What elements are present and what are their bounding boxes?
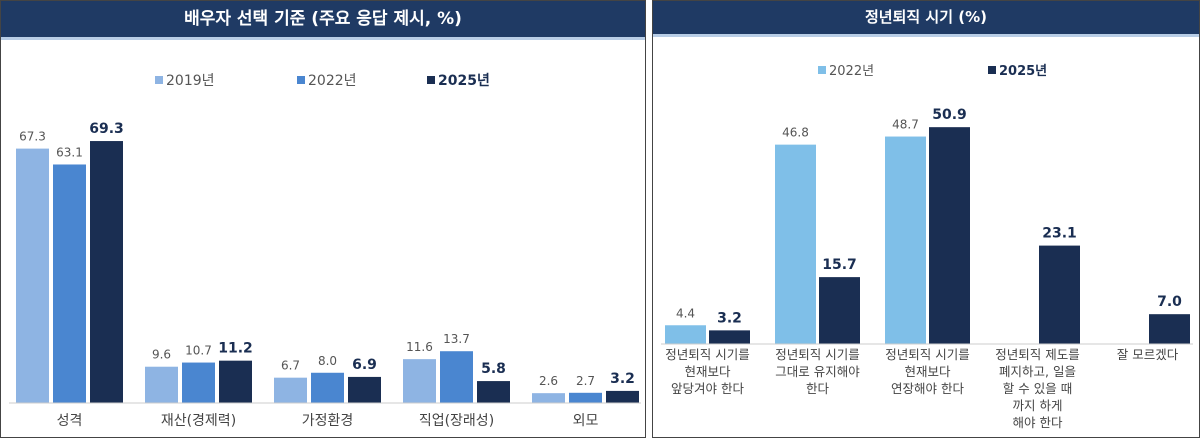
category-label: 연장해야 한다 <box>891 381 964 396</box>
category-label: 성격 <box>57 413 83 429</box>
data-label: 2.7 <box>576 374 595 388</box>
category-label: 해야 한다 <box>1013 415 1063 430</box>
bar-2025년 <box>90 141 123 403</box>
category-label: 한다 <box>806 381 830 396</box>
category-label: 까지 하게 <box>1013 398 1063 413</box>
data-label: 8.0 <box>318 354 337 368</box>
bar-2025년 <box>1039 245 1080 344</box>
category-label: 현재보다 <box>904 364 951 379</box>
bar-2025년 <box>606 390 639 403</box>
bar-2025년 <box>1149 314 1190 344</box>
chart-title: 정년퇴직 시기 (%) <box>653 1 1199 37</box>
legend-label: 2025년 <box>999 64 1047 79</box>
data-label: 10.7 <box>185 344 212 358</box>
data-label: 15.7 <box>822 257 857 273</box>
chart-spouse-criteria: 2019년 2022년 2025년 67.3 63.1 69.3 성격 9.6 10.7 11.2… <box>9 73 641 429</box>
bar-2025년 <box>219 360 252 403</box>
bar-2019년 <box>403 359 436 403</box>
data-label: 7.0 <box>1157 294 1182 310</box>
category-label: 정년퇴직 시기를 <box>775 347 859 362</box>
legend-swatch <box>818 66 826 74</box>
data-label: 3.2 <box>717 310 742 326</box>
category-label: 그대로 유지해야 <box>775 364 860 379</box>
category-label: 재산(경제력) <box>161 413 236 429</box>
data-label: 5.8 <box>481 361 506 377</box>
data-label: 3.2 <box>610 371 635 387</box>
data-label: 11.2 <box>218 341 253 357</box>
chart-panel-spouse-criteria: 배우자 선택 기준 (주요 응답 제시, %) 2019년 2022년 2025년 6… <box>0 0 646 438</box>
category-label: 폐지하고, 일을 <box>999 364 1076 379</box>
category-label: 직업(장래성) <box>419 413 494 429</box>
data-label: 48.7 <box>892 118 919 132</box>
bar-2022년 <box>440 351 473 403</box>
category-label: 정년퇴직 제도를 <box>995 347 1079 362</box>
chart-title: 배우자 선택 기준 (주요 응답 제시, %) <box>1 1 645 40</box>
bar-2025년 <box>348 376 381 403</box>
data-label: 6.7 <box>281 359 300 373</box>
category-label: 현재보다 <box>684 364 731 379</box>
data-label: 69.3 <box>89 121 124 137</box>
legend-swatch <box>988 66 996 74</box>
legend-swatch <box>297 76 305 84</box>
bar-2019년 <box>145 366 178 403</box>
data-label: 6.9 <box>352 357 377 373</box>
bar-2025년 <box>929 127 970 344</box>
bar-2025년 <box>477 381 510 403</box>
bar-2019년 <box>274 377 307 403</box>
data-label: 50.9 <box>932 107 967 123</box>
data-label: 2.6 <box>539 374 558 388</box>
legend-label: 2022년 <box>308 73 357 89</box>
data-label: 63.1 <box>56 145 83 159</box>
category-label: 외모 <box>573 413 599 429</box>
legend-label: 2025년 <box>438 73 490 89</box>
category-label: 정년퇴직 시기를 <box>665 347 749 362</box>
bar-2022년 <box>569 392 602 403</box>
bar-2025년 <box>709 330 750 344</box>
legend-swatch <box>427 76 435 84</box>
bar-2022년 <box>665 325 706 344</box>
data-label: 23.1 <box>1042 226 1077 242</box>
legend-label: 2019년 <box>166 73 215 89</box>
category-label: 정년퇴직 시기를 <box>885 347 969 362</box>
legend-swatch <box>155 76 163 84</box>
bar-2022년 <box>775 144 816 344</box>
bar-2019년 <box>532 393 565 403</box>
category-label: 가정환경 <box>302 413 354 429</box>
data-label: 46.8 <box>782 126 809 140</box>
data-label: 11.6 <box>406 340 433 354</box>
category-label: 할 수 있을 때 <box>1003 381 1072 396</box>
bar-2022년 <box>311 372 344 403</box>
bar-2019년 <box>16 148 49 403</box>
data-label: 9.6 <box>152 348 171 362</box>
legend-label: 2022년 <box>829 64 874 79</box>
data-label: 13.7 <box>443 332 470 346</box>
data-label: 67.3 <box>19 130 46 144</box>
bar-2025년 <box>819 277 860 344</box>
category-label: 앞당겨야 한다 <box>671 381 744 396</box>
bar-2022년 <box>53 164 86 403</box>
bar-2022년 <box>885 136 926 344</box>
data-label: 4.4 <box>676 306 695 320</box>
category-label: 잘 모르겠다 <box>1117 347 1179 362</box>
bar-2022년 <box>182 362 215 403</box>
